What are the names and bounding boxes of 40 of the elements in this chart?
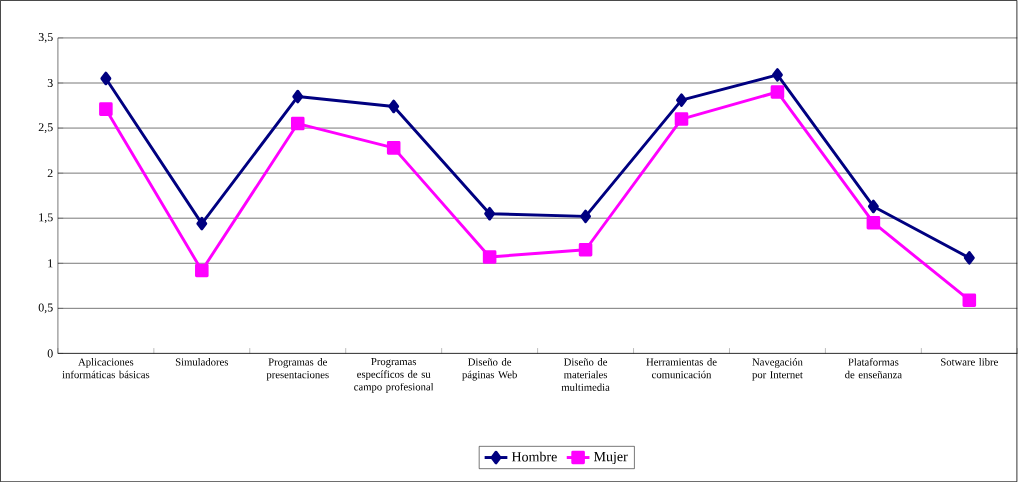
point — [580, 209, 592, 224]
x-tick-label: Simuladores — [175, 358, 229, 366]
x-tick-label: Programas específicos de su campo profesional — [354, 358, 434, 393]
y-tick-label: 2 — [47, 169, 53, 178]
point — [963, 250, 975, 265]
y-tick-label: 3 — [47, 78, 53, 87]
x-tick-label: Sotware libre — [941, 358, 998, 366]
y-tick-label: 2,5 — [38, 123, 53, 133]
point — [770, 85, 785, 99]
point — [676, 93, 687, 107]
point — [674, 112, 689, 126]
point — [867, 199, 879, 214]
point — [292, 89, 304, 104]
y-tick-label: 0,5 — [38, 303, 53, 314]
y-tick-label: 1,5 — [39, 213, 53, 223]
legend-label: Mujer — [593, 451, 628, 465]
point — [99, 102, 113, 116]
point — [866, 215, 881, 230]
x-tick-label: Herramientas de comunicación — [646, 358, 717, 379]
point — [771, 68, 783, 82]
point — [386, 141, 401, 155]
x-tick-label: Aplicaciones informáticas básicas — [62, 358, 150, 379]
x-tick-label: Diseño de páginas Web — [462, 358, 517, 381]
point — [100, 71, 112, 86]
x-tick-label: Programas de presentaciones — [266, 358, 329, 381]
point — [388, 99, 400, 114]
point — [484, 206, 496, 221]
x-tick-label: Diseño de materiales multimedia — [561, 358, 610, 391]
point — [195, 263, 209, 278]
y-tick-label: 3,5 — [38, 32, 53, 43]
point — [290, 116, 305, 131]
y-tick-label: 0 — [47, 349, 53, 358]
point — [962, 293, 977, 307]
legend-label: Hombre — [511, 451, 557, 462]
point — [578, 242, 593, 257]
x-tick-label: Plataformas de enseñanza — [845, 358, 902, 379]
point — [482, 250, 497, 264]
y-tick-label: 1 — [48, 259, 53, 268]
point — [196, 216, 208, 231]
x-tick-label: Navegación por Internet — [752, 358, 803, 381]
